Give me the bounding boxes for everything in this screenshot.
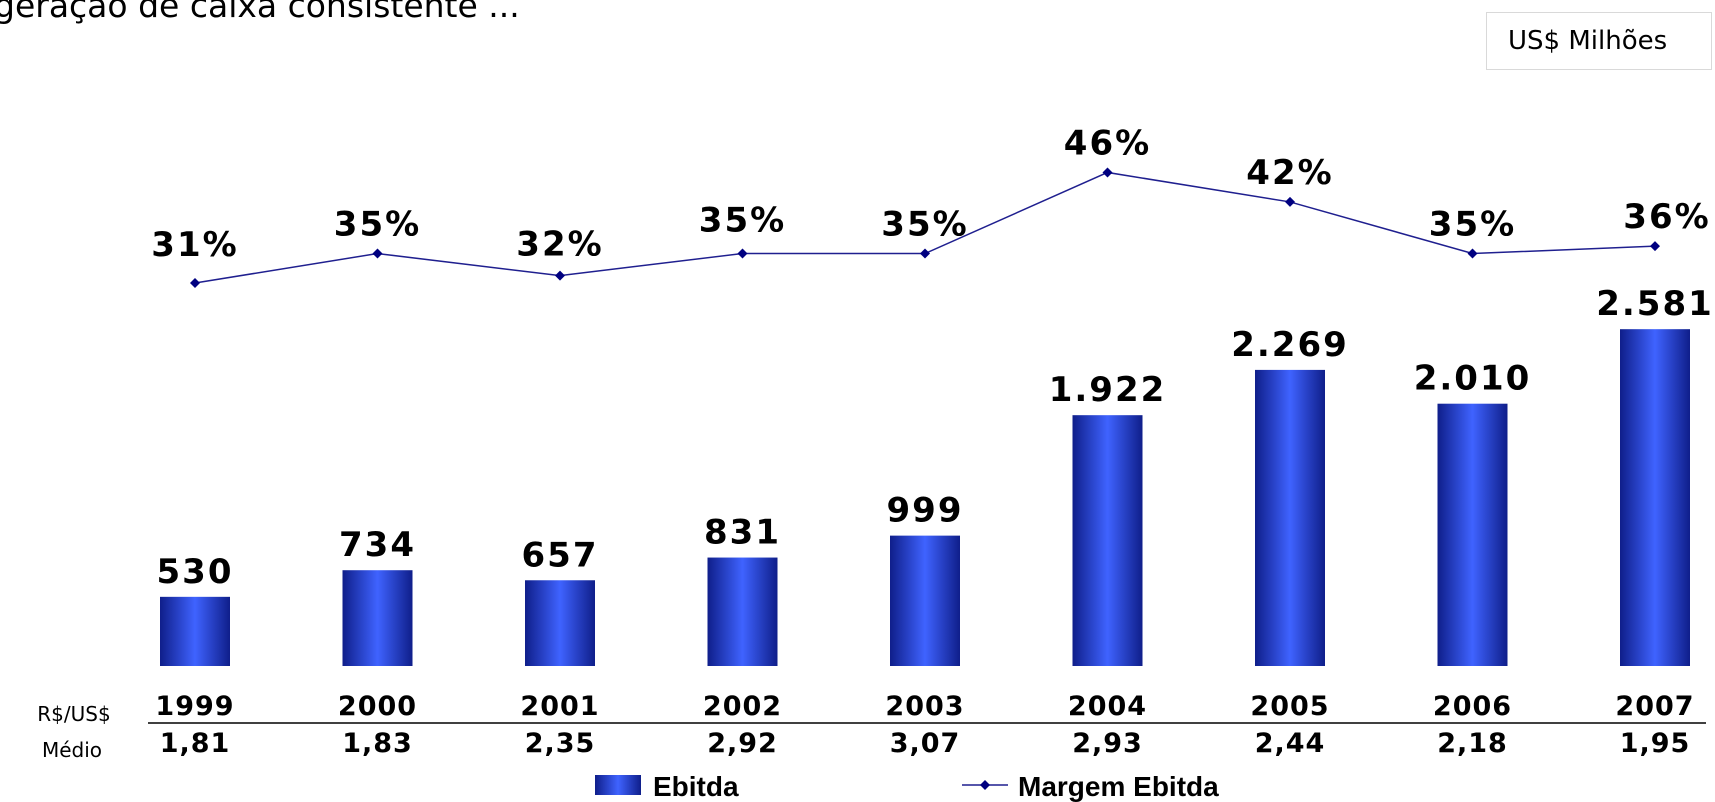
ebitda-bar xyxy=(160,596,230,666)
ebitda-bar xyxy=(1437,403,1508,666)
legend-ebitda-swatch xyxy=(595,775,641,795)
fx-rate-label: 3,07 xyxy=(890,728,961,759)
slide-heading: geração de caixa consistente ... xyxy=(0,0,520,25)
ebitda-value-label: 831 xyxy=(704,513,781,553)
ebitda-bar xyxy=(1072,415,1143,666)
margin-point xyxy=(555,270,565,281)
year-tick-label: 2007 xyxy=(1615,691,1694,722)
ebitda-bar xyxy=(890,535,960,666)
fx-rate-label: 2,44 xyxy=(1255,728,1326,759)
fx-rate-label: 1,83 xyxy=(342,728,413,759)
ebitda-bar xyxy=(525,580,595,666)
year-tick-label: 1999 xyxy=(155,691,234,722)
year-tick-label: 2006 xyxy=(1433,691,1512,722)
ebitda-value-label: 2.269 xyxy=(1231,325,1349,365)
fx-rate-label: 2,18 xyxy=(1437,728,1508,759)
year-tick-label: 2003 xyxy=(885,691,964,722)
margin-point xyxy=(1102,167,1113,178)
margin-value-label: 35% xyxy=(881,205,968,245)
year-tick-label: 2000 xyxy=(338,691,417,722)
ebitda-bar xyxy=(707,557,778,666)
margin-point xyxy=(1285,196,1295,207)
fx-rate-label: 2,35 xyxy=(525,728,596,759)
margin-value-label: 35% xyxy=(699,201,786,241)
fx-rate-label: 2,93 xyxy=(1072,728,1143,759)
unit-label: US$ Milhões xyxy=(1486,12,1712,70)
ebitda-value-label: 734 xyxy=(339,525,416,565)
year-tick-label: 2002 xyxy=(703,691,782,722)
fx-rate-label: 1,95 xyxy=(1620,728,1691,759)
margin-value-label: 31% xyxy=(151,225,238,265)
margin-value-label: 42% xyxy=(1246,153,1333,193)
legend-ebitda-label: Ebitda xyxy=(653,771,739,802)
ebitda-value-label: 657 xyxy=(522,535,599,575)
margin-value-label: 35% xyxy=(1429,205,1516,245)
margin-value-label: 35% xyxy=(334,205,421,245)
margin-point xyxy=(737,248,748,259)
ebitda-bar xyxy=(1255,369,1325,666)
ebitda-value-label: 2.010 xyxy=(1414,359,1532,399)
ebitda-bar xyxy=(1620,329,1690,666)
margin-value-label: 46% xyxy=(1064,123,1151,163)
year-tick-label: 2004 xyxy=(1068,691,1147,722)
margin-point xyxy=(920,248,930,259)
ebitda-bar xyxy=(342,570,413,666)
fx-rate-label: 1,81 xyxy=(160,728,231,759)
margin-point xyxy=(372,248,383,259)
year-tick-label: 2005 xyxy=(1250,691,1329,722)
legend-margin-marker xyxy=(980,780,990,790)
ebitda-value-label: 1.922 xyxy=(1049,370,1167,410)
ebitda-value-label: 999 xyxy=(887,491,964,531)
margin-point xyxy=(1467,248,1478,259)
fx-row-label: R$/US$ xyxy=(37,702,110,726)
fx-row-label-sub: Médio xyxy=(42,738,102,762)
legend-margin-label: Margem Ebitda xyxy=(1018,771,1219,802)
fx-rate-label: 2,92 xyxy=(707,728,778,759)
margin-value-label: 36% xyxy=(1623,197,1710,237)
margin-point xyxy=(1650,241,1660,252)
year-tick-label: 2001 xyxy=(520,691,599,722)
ebitda-value-label: 530 xyxy=(157,552,234,592)
ebitda-value-label: 2.581 xyxy=(1596,284,1714,324)
margin-value-label: 32% xyxy=(516,225,603,265)
margin-point xyxy=(190,278,200,288)
